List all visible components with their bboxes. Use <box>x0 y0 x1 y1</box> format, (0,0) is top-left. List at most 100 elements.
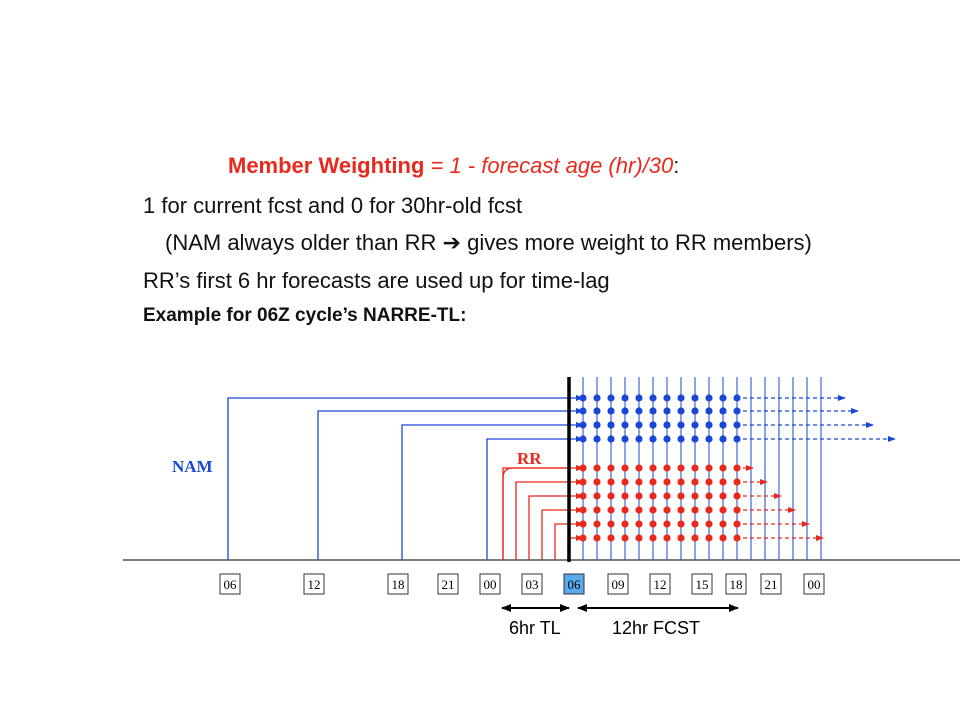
nam-forecast-dot <box>649 394 657 402</box>
nam-forecast-dot <box>691 394 699 402</box>
time-label: 15 <box>696 577 709 592</box>
weighting-formula: Member Weighting = 1 - forecast age (hr)… <box>228 153 679 179</box>
rr-forecast-dot <box>607 534 615 542</box>
time-label: 12 <box>654 577 667 592</box>
nam-forecast-dot <box>579 407 587 415</box>
nam-forecast-dot <box>593 407 601 415</box>
rr-forecast-dot <box>593 464 601 472</box>
nam-forecast-dot <box>593 394 601 402</box>
rr-forecast-dot <box>607 492 615 500</box>
rr-forecast-dot <box>733 506 741 514</box>
nam-forecast-dot <box>593 421 601 429</box>
nam-rr-note-start: (NAM always older than RR <box>165 230 443 255</box>
nam-forecast-dot <box>649 407 657 415</box>
time-label: 09 <box>612 577 625 592</box>
time-label-box <box>303 573 325 595</box>
rr-forecast-dot <box>705 478 713 486</box>
rr-forecast-dot <box>677 464 685 472</box>
time-label-box <box>219 573 241 595</box>
rr-forecast-dot <box>705 506 713 514</box>
rr-forecast-dot <box>719 506 727 514</box>
nam-forecast-dot <box>705 407 713 415</box>
rr-forecast-dot <box>677 492 685 500</box>
nam-forecast-dot <box>705 421 713 429</box>
rr-member-line <box>515 479 584 560</box>
time-labels: 06 12 18 21 00 03 06 09 12 15 18 21 00 <box>219 573 825 595</box>
time-label-box <box>649 573 671 595</box>
right-arrow-icon: ➔ <box>442 230 461 255</box>
time-label-box <box>607 573 629 595</box>
time-label-box <box>521 573 543 595</box>
rr-forecast-dot <box>719 464 727 472</box>
nam-forecast-dot <box>705 394 713 402</box>
nam-forecast-dot <box>705 435 713 443</box>
nam-forecast-dot <box>733 407 741 415</box>
nam-member-line <box>227 395 584 560</box>
rr-forecast-dot <box>621 464 629 472</box>
rr-members <box>502 464 824 560</box>
rr-forecast-dot <box>579 478 587 486</box>
rr-forecast-dot <box>705 520 713 528</box>
nam-forecast-dot <box>579 421 587 429</box>
rr-forecast-dot <box>663 478 671 486</box>
rr-forecast-dot <box>663 464 671 472</box>
nam-forecast-dot <box>663 407 671 415</box>
rr-label: RR <box>517 449 542 468</box>
time-label: 12 <box>308 577 321 592</box>
nam-forecast-dot <box>621 394 629 402</box>
rr-forecast-dot <box>635 506 643 514</box>
rr-forecast-dot <box>733 534 741 542</box>
nam-forecast-dot <box>607 394 615 402</box>
rr-forecast-dot <box>635 464 643 472</box>
rr-forecast-dot <box>733 478 741 486</box>
time-label: 18 <box>730 577 743 592</box>
rr-forecast-dot <box>719 520 727 528</box>
nam-members <box>227 394 896 560</box>
rr-forecast-dot <box>649 534 657 542</box>
weighting-note: 1 for current fcst and 0 for 30hr-old fc… <box>143 193 523 218</box>
nam-forecast-dot <box>621 407 629 415</box>
rr-member-line <box>528 493 584 560</box>
nam-forecast-dot <box>677 421 685 429</box>
member-weighting-label: Member Weighting <box>228 153 425 178</box>
time-label: 03 <box>526 577 539 592</box>
rr-forecast-dot <box>621 478 629 486</box>
rr-forecast-dot <box>733 464 741 472</box>
rr-forecast-dot <box>621 506 629 514</box>
nam-forecast-dot <box>677 394 685 402</box>
rr-forecast-dot <box>579 464 587 472</box>
nam-forecast-dot <box>635 394 643 402</box>
rr-forecast-dot <box>677 534 685 542</box>
rr-forecast-dot <box>733 520 741 528</box>
nam-forecast-dot <box>663 421 671 429</box>
nam-forecast-dot <box>733 394 741 402</box>
nam-forecast-dot <box>649 421 657 429</box>
rr-forecast-dot <box>607 506 615 514</box>
rr-forecast-dot <box>663 506 671 514</box>
time-label-box <box>691 573 713 595</box>
nam-label: NAM <box>172 457 213 476</box>
nam-forecast-dot <box>649 435 657 443</box>
time-lag-label: 6hr TL <box>509 618 561 638</box>
forecast-label: 12hr FCST <box>612 618 700 638</box>
time-label-box <box>437 573 459 595</box>
rr-forecast-dot <box>677 506 685 514</box>
rr-forecast-dot <box>691 492 699 500</box>
rr-member-line <box>502 465 584 560</box>
nam-forecast-dot <box>607 407 615 415</box>
nam-forecast-dot <box>691 407 699 415</box>
rr-forecast-dot <box>691 464 699 472</box>
nam-member-line <box>401 422 584 560</box>
nam-forecast-dot <box>691 435 699 443</box>
rr-forecast-dot <box>635 478 643 486</box>
rr-forecast-dot <box>691 478 699 486</box>
rr-forecast-dot <box>579 506 587 514</box>
nam-forecast-dot <box>719 394 727 402</box>
rr-forecast-dot <box>705 534 713 542</box>
nam-rr-note-end: gives more weight to RR members) <box>460 230 812 255</box>
nam-member-line <box>486 436 584 560</box>
rr-time-lag-note: RR’s first 6 hr forecasts are used up fo… <box>143 268 610 293</box>
rr-forecast-dot <box>593 534 601 542</box>
rr-forecast-dot <box>649 520 657 528</box>
